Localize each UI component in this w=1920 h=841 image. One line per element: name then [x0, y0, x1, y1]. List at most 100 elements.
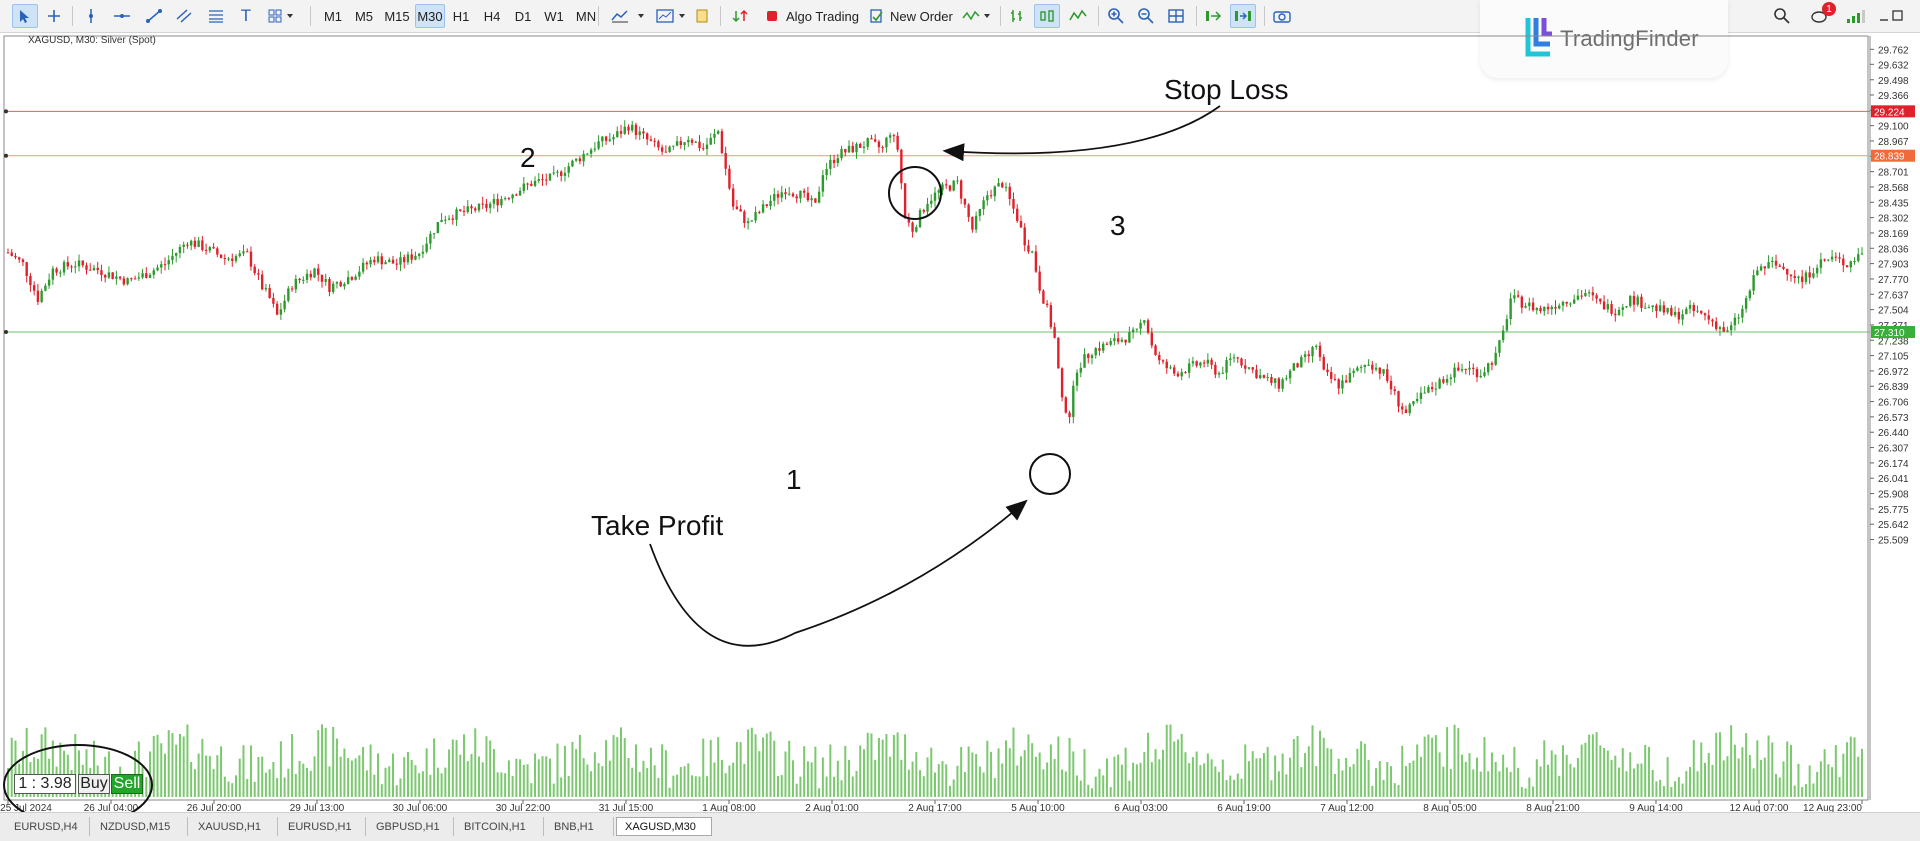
candle-body — [1449, 377, 1453, 380]
candle-chart-button[interactable] — [1034, 4, 1060, 28]
chart-tab[interactable]: GBPUSD,H1 — [368, 817, 454, 836]
volume-bar — [481, 762, 484, 797]
candle-body — [1158, 355, 1161, 361]
volume-bar — [197, 753, 200, 797]
timeframe-w1[interactable]: W1 — [544, 8, 564, 24]
volume-bar — [1838, 777, 1841, 797]
price-chart[interactable]: 29.76229.63229.49829.36629.23329.10028.9… — [0, 32, 1920, 812]
chart-tab[interactable]: EURUSD,H4 — [6, 817, 90, 836]
timeframe-m30[interactable]: M30 — [415, 4, 445, 28]
screenshot-button[interactable] — [1270, 4, 1294, 28]
candle-body — [1670, 307, 1673, 316]
volume-bar — [1434, 735, 1437, 797]
sell-button[interactable]: Sell — [111, 774, 143, 794]
volume-bar — [309, 770, 312, 797]
volume-bar — [978, 766, 981, 797]
volume-bar — [848, 760, 851, 797]
fibonacci-button[interactable] — [204, 4, 228, 28]
notifications-button[interactable]: 1 — [1806, 2, 1836, 28]
candle-body — [294, 278, 298, 290]
timeframe-mn[interactable]: MN — [575, 8, 597, 24]
candle-body — [788, 193, 791, 195]
line-chart-button[interactable] — [1066, 4, 1090, 28]
volume-bar — [163, 753, 166, 797]
candle-body — [1741, 308, 1744, 318]
search-button[interactable] — [1770, 4, 1794, 28]
zoom-in-button[interactable] — [1104, 4, 1128, 28]
tile-windows-button[interactable] — [1164, 4, 1188, 28]
crosshair-tool-button[interactable] — [42, 4, 66, 28]
candle-body — [1273, 378, 1277, 383]
candle-body — [44, 285, 47, 291]
zoom-out-button[interactable] — [1134, 4, 1158, 28]
volume-bar — [1105, 758, 1108, 797]
chart-tab[interactable]: XAUUSD,H1 — [190, 817, 278, 836]
candle-body — [1060, 368, 1064, 398]
open-file-button[interactable] — [692, 4, 712, 28]
volume-bar — [728, 765, 731, 797]
timeframe-m15[interactable]: M15 — [384, 8, 410, 24]
candle-body — [178, 247, 182, 254]
text-tool-button[interactable]: T — [236, 4, 256, 28]
candle-body — [1572, 299, 1576, 304]
volume-bar — [1479, 771, 1482, 797]
shapes-dropdown-button[interactable] — [262, 4, 302, 28]
volume-bar — [1244, 744, 1247, 797]
candle-body — [358, 271, 361, 277]
chart-tab[interactable]: BITCOIN,H1 — [456, 817, 544, 836]
vertical-line-button[interactable] — [80, 4, 102, 28]
volume-bar — [1861, 748, 1863, 797]
volume-bar — [1135, 764, 1138, 797]
chart-tab[interactable]: EURUSD,H1 — [280, 817, 366, 836]
templates-dropdown[interactable] — [652, 4, 692, 28]
volume-bar — [1259, 758, 1262, 797]
algo-trading-button[interactable]: Algo Trading — [764, 4, 868, 28]
signal-strength-indicator[interactable] — [1844, 4, 1868, 28]
buy-button[interactable]: Buy — [78, 774, 110, 794]
volume-bar — [455, 739, 458, 797]
volume-bar — [1528, 777, 1531, 797]
trendline-button[interactable] — [142, 4, 166, 28]
chart-tab[interactable]: XAGUSD,M30 — [616, 817, 712, 836]
candle-body — [668, 146, 671, 153]
new-order-button[interactable]: New Order — [868, 4, 964, 28]
volume-bar — [1576, 758, 1579, 797]
candle-body — [51, 268, 55, 280]
volume-bar — [1621, 748, 1624, 797]
candle-body — [1610, 304, 1613, 314]
chart-type-dropdown[interactable] — [606, 4, 652, 28]
timeframe-d1[interactable]: D1 — [514, 8, 532, 24]
volume-bar — [1674, 781, 1677, 797]
market-watch-button[interactable] — [730, 4, 750, 28]
y-axis-tick-label: 26.573 — [1878, 413, 1909, 424]
volume-bar — [242, 745, 245, 797]
channel-button[interactable] — [172, 4, 196, 28]
candle-body — [55, 268, 58, 273]
candle-body — [96, 267, 99, 271]
candle-body — [1139, 322, 1142, 329]
candle-body — [683, 142, 686, 146]
autoscroll-button[interactable] — [1202, 4, 1226, 28]
timeframe-h1[interactable]: H1 — [452, 8, 470, 24]
chart-tab[interactable]: NZDUSD,M15 — [92, 817, 188, 836]
candle-body — [888, 135, 892, 138]
indicators-dropdown[interactable] — [960, 4, 994, 28]
timeframe-m5[interactable]: M5 — [354, 8, 374, 24]
cursor-tool-button[interactable] — [12, 4, 38, 28]
vertical-line-icon — [89, 9, 93, 23]
candle-body — [1591, 292, 1595, 296]
chart-shift-button[interactable] — [1230, 4, 1256, 28]
candle-body — [608, 139, 612, 141]
candle-body — [1337, 379, 1340, 389]
horizontal-line-button[interactable] — [110, 4, 134, 28]
candle-body — [754, 212, 757, 221]
bar-chart-button[interactable] — [1006, 4, 1028, 28]
chart-tab[interactable]: BNB,H1 — [546, 817, 614, 836]
timeframe-h4[interactable]: H4 — [483, 8, 501, 24]
timeframe-m1[interactable]: M1 — [323, 8, 343, 24]
volume-bar — [739, 742, 742, 797]
candle-body — [272, 297, 275, 304]
volume-bar — [249, 745, 252, 797]
chart-canvas[interactable]: 29.76229.63229.49829.36629.23329.10028.9… — [0, 32, 1920, 812]
window-controls[interactable] — [1876, 4, 1906, 28]
